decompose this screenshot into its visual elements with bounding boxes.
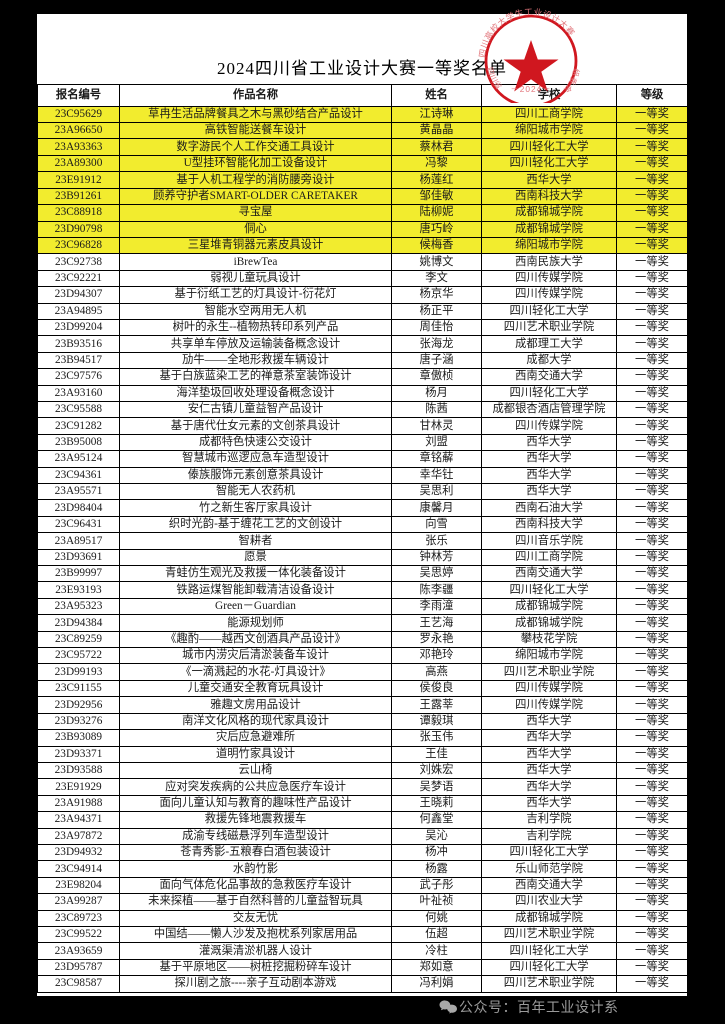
svg-text:四川省: 四川省	[485, 66, 504, 91]
svg-text:－2024－: －2024－	[510, 84, 551, 94]
svg-text:组委会: 组委会	[562, 68, 582, 96]
svg-text:四川高校大学生工业设计大赛: 四川高校大学生工业设计大赛	[477, 7, 577, 59]
